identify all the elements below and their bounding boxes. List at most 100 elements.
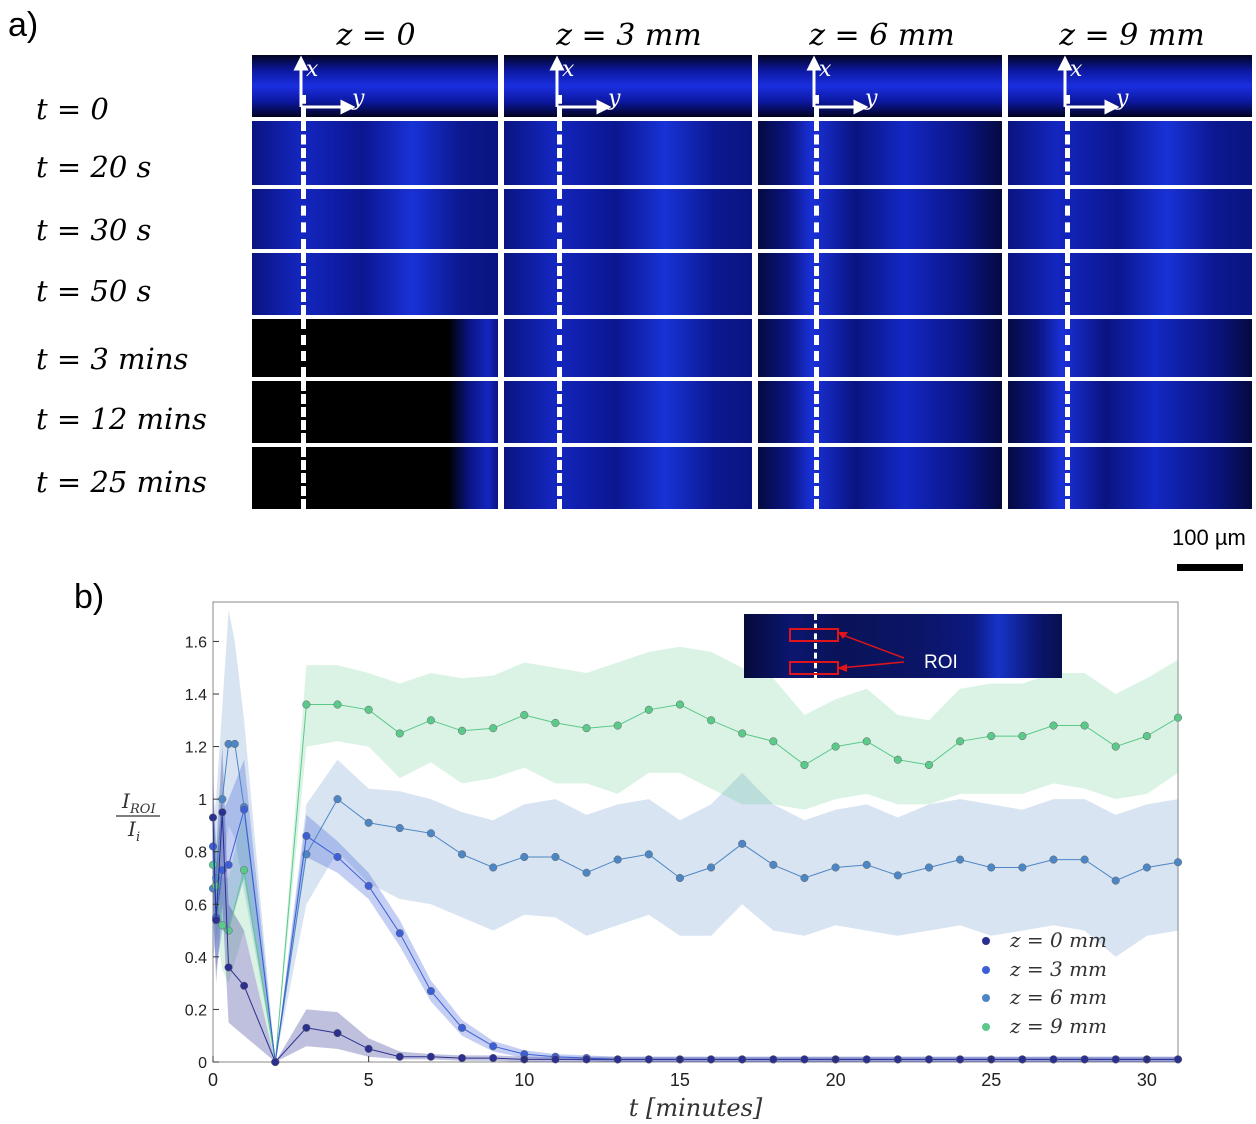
data-point	[364, 881, 373, 890]
roi-pointer-arrows	[837, 632, 905, 672]
image-tile	[1008, 447, 1252, 509]
data-point	[800, 760, 809, 770]
data-point	[457, 1054, 467, 1063]
data-point	[1049, 855, 1058, 864]
data-point	[208, 842, 218, 851]
reference-dashed-line	[557, 319, 562, 377]
data-point	[1018, 732, 1027, 741]
data-point	[457, 850, 467, 859]
data-point	[582, 724, 591, 733]
reference-dashed-line	[301, 381, 306, 443]
reference-dashed-line	[814, 253, 819, 315]
data-point	[924, 760, 934, 770]
y-tick-label: 1.6	[185, 634, 207, 651]
data-point	[426, 716, 435, 725]
image-tile	[252, 55, 498, 117]
data-point	[212, 881, 221, 890]
legend-label: z = 3 mm	[1009, 957, 1107, 981]
data-point	[769, 737, 778, 746]
data-point	[956, 737, 965, 746]
data-point	[489, 1042, 498, 1051]
axis-label-y: y	[352, 86, 365, 111]
data-point	[1111, 1055, 1120, 1064]
column-header-z3: z = 3 mm	[556, 18, 702, 53]
data-point	[364, 1044, 373, 1053]
data-point	[240, 866, 249, 875]
data-point	[738, 1055, 747, 1064]
data-point	[800, 873, 809, 883]
data-point	[987, 732, 996, 741]
legend-marker	[982, 994, 990, 1002]
data-point	[675, 700, 684, 709]
image-tile	[758, 55, 1002, 117]
reference-dashed-line	[301, 253, 306, 315]
data-point	[1080, 721, 1089, 730]
x-tick-label: 25	[981, 1070, 1001, 1090]
y-axis-label-denominator-sub: i	[136, 830, 140, 845]
image-tile	[758, 447, 1002, 509]
reference-dashed-line	[557, 189, 562, 249]
data-point	[862, 1055, 871, 1064]
reference-dashed-line	[1065, 381, 1070, 443]
image-tile	[252, 319, 498, 377]
data-point	[224, 860, 233, 869]
axis-label-y: y	[608, 86, 621, 111]
axis-label-y: y	[1116, 86, 1129, 111]
image-tile	[252, 189, 498, 249]
microscopy-image-grid	[252, 55, 1252, 509]
legend-label: z = 9 mm	[1009, 1014, 1107, 1038]
data-point	[831, 742, 840, 751]
row-label-t3min: t = 3 mins	[36, 342, 189, 376]
data-point	[769, 1055, 778, 1064]
y-tick-label: 1.2	[185, 740, 207, 757]
image-tile	[1008, 253, 1252, 315]
axis-label-x: x	[819, 57, 832, 82]
reference-dashed-line	[557, 381, 562, 443]
roi-label: ROI	[924, 652, 958, 673]
image-tile	[758, 319, 1002, 377]
image-tile	[504, 55, 752, 117]
data-point	[613, 1055, 622, 1064]
data-point	[1018, 863, 1027, 872]
data-point	[333, 795, 342, 804]
data-point	[1173, 713, 1183, 722]
intensity-chart: 0 5 10 15 20 25 30 0 0.2 0.4 0.6 0.8 1 1.2 1.4 1.6 t [mi…	[116, 601, 1183, 1122]
axis-label-x: x	[306, 57, 319, 82]
data-point	[551, 852, 560, 862]
data-point	[364, 705, 373, 714]
data-point	[426, 1052, 435, 1061]
data-point	[208, 813, 218, 822]
data-point	[707, 716, 716, 725]
scale-bar-label: 100 µm	[1172, 525, 1246, 550]
roi-dashed-line	[814, 614, 817, 678]
reference-dashed-line	[557, 447, 562, 509]
data-point	[1018, 1055, 1027, 1064]
reference-dashed-line	[301, 121, 306, 185]
data-point	[489, 1054, 498, 1063]
legend-label: z = 6 mm	[1009, 985, 1107, 1009]
reference-dashed-line	[814, 121, 819, 185]
data-point	[426, 829, 435, 838]
row-label-t20s: t = 20 s	[36, 150, 152, 184]
data-point	[240, 805, 249, 814]
reference-dashed-line	[814, 381, 819, 443]
column-header-z6: z = 6 mm	[809, 18, 955, 53]
confidence-band	[213, 646, 1178, 1062]
data-point	[707, 863, 716, 872]
reference-dashed-line	[557, 253, 562, 315]
reference-dashed-line	[301, 447, 306, 509]
data-point	[1173, 858, 1183, 867]
plot-area	[212, 601, 1179, 1063]
data-point	[1049, 1055, 1058, 1064]
image-tile	[504, 319, 752, 377]
roi-inset-image: ROI	[744, 614, 1062, 678]
x-tick-label: 30	[1137, 1070, 1157, 1090]
legend-marker	[982, 1023, 990, 1031]
x-tick-label: 10	[514, 1070, 534, 1090]
data-point	[212, 916, 221, 925]
data-point	[924, 863, 934, 872]
data-point	[218, 795, 227, 804]
data-point	[520, 710, 529, 720]
data-point	[489, 724, 498, 733]
data-point	[1173, 1055, 1183, 1064]
